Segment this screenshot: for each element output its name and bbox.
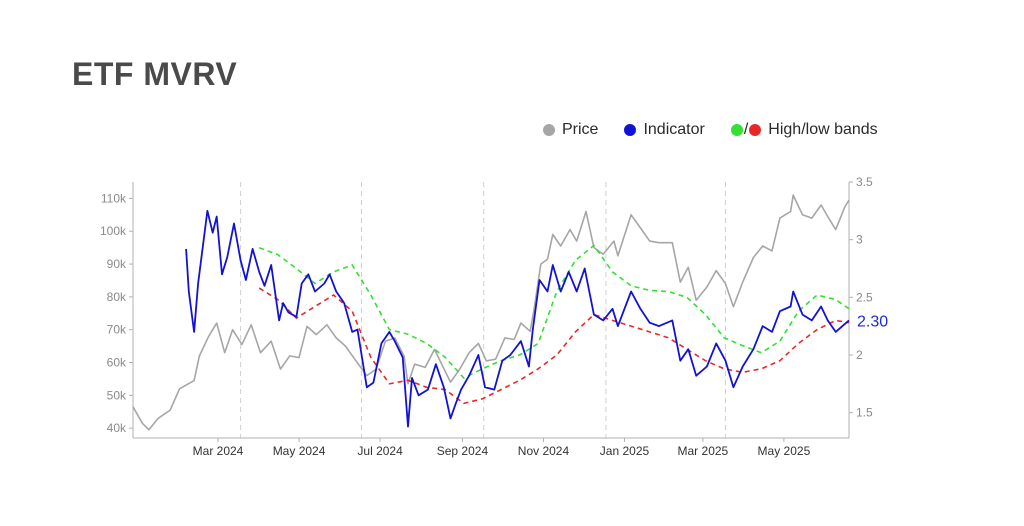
legend-high-band-marker bbox=[730, 124, 743, 136]
legend-indicator-marker bbox=[624, 124, 637, 136]
chart-title: ETF MVRV bbox=[72, 56, 238, 92]
indicator-last-value-label: 2.30 bbox=[857, 313, 888, 330]
legend-item-bands[interactable]: / High/low bands bbox=[730, 121, 878, 139]
label-layer: 2.30 bbox=[857, 313, 888, 330]
y-left-tick-label: 60k bbox=[107, 356, 127, 370]
x-tick-label: Nov 2024 bbox=[518, 444, 570, 458]
legend-price-label: Price bbox=[562, 121, 599, 138]
x-tick-label: Mar 2025 bbox=[678, 444, 729, 458]
y-right-tick-label: 3 bbox=[856, 233, 863, 247]
legend-price-marker bbox=[543, 124, 555, 136]
y-left-tick-label: 110k bbox=[101, 191, 127, 205]
x-tick-label: Sep 2024 bbox=[437, 444, 489, 458]
legend: Price Indicator / High/low bands bbox=[543, 121, 904, 139]
legend-indicator-label: Indicator bbox=[643, 121, 705, 138]
x-tick-label: May 2025 bbox=[758, 444, 811, 458]
axis-layer: 40k 50k 60k 70k 80k 90k 100k 110k 1.5 2 2.5 3 3.5 Mar… bbox=[100, 175, 873, 458]
grid-layer bbox=[240, 182, 726, 438]
legend-item-price[interactable]: Price bbox=[543, 121, 598, 139]
x-tick-label: May 2024 bbox=[273, 444, 326, 458]
y-left-tick-label: 100k bbox=[100, 224, 127, 238]
x-tick-label: Jan 2025 bbox=[600, 444, 650, 458]
y-left-tick-label: 40k bbox=[107, 421, 127, 435]
y-left-tick-label: 50k bbox=[107, 388, 127, 402]
legend-bands-label: High/low bands bbox=[768, 121, 878, 138]
legend-low-band-marker bbox=[749, 124, 762, 136]
price-series-line bbox=[132, 194, 850, 431]
y-left-tick-label: 80k bbox=[107, 290, 127, 304]
low-band-line bbox=[258, 287, 850, 405]
x-tick-label: Jul 2024 bbox=[357, 444, 403, 458]
y-right-tick-label: 3.5 bbox=[856, 175, 873, 189]
y-right-tick-label: 2.5 bbox=[856, 290, 873, 304]
high-band-line bbox=[258, 244, 850, 379]
indicator-series-line bbox=[185, 209, 850, 428]
y-left-tick-label: 70k bbox=[107, 323, 127, 337]
legend-item-indicator[interactable]: Indicator bbox=[624, 121, 705, 139]
y-right-tick-label: 1.5 bbox=[856, 406, 873, 420]
series-layer bbox=[132, 194, 850, 431]
x-tick-label: Mar 2024 bbox=[193, 444, 244, 458]
legend-slash: / bbox=[743, 121, 749, 138]
y-right-tick-label: 2 bbox=[856, 348, 863, 362]
y-left-tick-label: 90k bbox=[107, 257, 127, 271]
